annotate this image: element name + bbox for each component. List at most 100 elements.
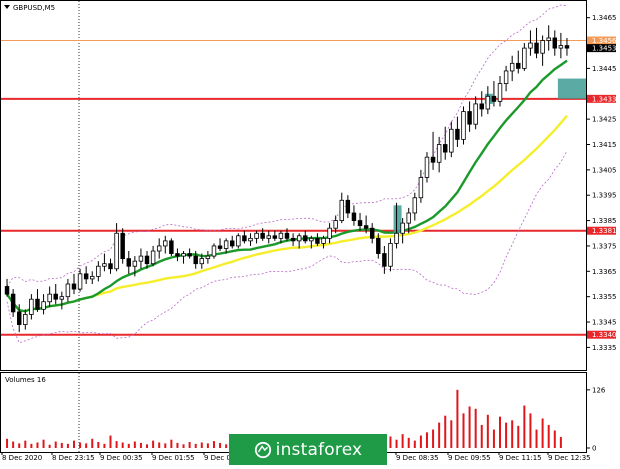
candle-body (412, 197, 418, 214)
candle-body (309, 237, 314, 242)
candle-body (491, 95, 497, 102)
price-panel-frame (0, 0, 587, 371)
price-tick-label: 1.3355 (592, 293, 617, 301)
price-tick-label: 1.3335 (592, 344, 617, 352)
price-tick-label: 1.3395 (592, 192, 617, 200)
candle-body (23, 314, 28, 325)
lower-band-line (6, 150, 568, 344)
candle-body (430, 156, 436, 163)
candle-body (120, 232, 125, 260)
price-level-label-bg (587, 36, 616, 45)
symbol-dropdown-icon[interactable] (4, 5, 10, 9)
candle-body (522, 47, 527, 69)
candle-body (108, 263, 113, 270)
candle-body (558, 45, 564, 49)
candle-body (461, 111, 466, 140)
price-level-label: 1.3456 (592, 37, 617, 45)
time-tick-label: 8 Dec 23:15 (52, 454, 95, 462)
candle-body (290, 237, 296, 242)
candle-body (248, 237, 253, 242)
candle-body (65, 283, 71, 298)
candle-body (16, 311, 22, 325)
candle-body (321, 237, 326, 244)
price-tick-label: 1.3425 (592, 116, 617, 124)
candle-body (351, 212, 357, 221)
candle-body (418, 177, 424, 199)
candle-body (546, 37, 551, 41)
candle-body (90, 275, 95, 280)
candle-body (467, 111, 472, 125)
candle-body (187, 253, 192, 257)
candle-body (534, 42, 539, 54)
time-tick-label: 9 Dec 00:35 (100, 454, 143, 462)
candle-body (29, 298, 34, 315)
price-level-label: 1.3340 (592, 331, 617, 339)
candle-body (503, 70, 509, 85)
price-tick-label: 1.3365 (592, 268, 617, 276)
candle-body (71, 283, 77, 290)
candle-body (150, 250, 156, 265)
candle-body (509, 62, 515, 72)
time-tick-label: 9 Dec 01:55 (152, 454, 195, 462)
candle-body (217, 245, 223, 249)
time-tick-label: 9 Dec 11:15 (499, 454, 542, 462)
candle-body (284, 232, 290, 239)
candle-body (497, 83, 503, 102)
candle-body (376, 237, 381, 254)
candle-body (260, 232, 265, 239)
candle-body (333, 220, 338, 229)
candle-body (83, 273, 89, 280)
candle-body (272, 235, 278, 239)
candle-body (388, 243, 393, 267)
candle-body (175, 253, 180, 257)
candle-body (114, 232, 119, 270)
volume-tick-label: 126 (592, 386, 606, 394)
candle-body (236, 235, 241, 247)
candle-body (564, 45, 570, 49)
volume-label: Volumes 16 (5, 376, 46, 384)
candle-body (169, 240, 174, 254)
price-level-label: 1.3381 (592, 227, 617, 235)
watermark-text: instaforex (275, 439, 363, 460)
candle-body (4, 286, 10, 295)
candle-body (205, 255, 211, 260)
candle-body (41, 301, 46, 310)
candle-body (266, 235, 271, 239)
price-level-label-bg (587, 330, 616, 339)
candle-body (10, 293, 16, 313)
candle-body (443, 144, 448, 153)
candlesticks (4, 25, 570, 333)
time-tick-label: 8 Dec 2020 (2, 454, 42, 462)
candle-body (363, 225, 369, 229)
candle-body (303, 235, 308, 242)
time-tick-label: 9 Dec 12:35 (548, 454, 591, 462)
candle-body (223, 240, 229, 249)
signal-box (557, 78, 586, 99)
candle-body (211, 245, 217, 257)
candle-body (35, 298, 40, 310)
candle-body (181, 253, 186, 257)
candle-body (126, 258, 131, 267)
price-axis: 1.3465 1.3445 1.3425 1.3415 1.3405 1.3395 1.33… (586, 14, 617, 453)
price-level-label-bg (587, 226, 616, 235)
price-level-label: 1.3433 (592, 95, 617, 103)
candle-body (552, 37, 558, 49)
price-tick-label: 1.3465 (592, 14, 617, 22)
price-tick-label: 1.3415 (592, 141, 617, 149)
candle-body (455, 128, 460, 140)
candle-body (406, 212, 411, 224)
symbol-label: GBPUSD,M5 (13, 4, 55, 12)
candle-body (59, 296, 65, 300)
candle-body (540, 40, 545, 54)
candle-body (47, 293, 52, 303)
candle-body (144, 255, 150, 265)
candle-body (138, 255, 144, 262)
candle-body (400, 222, 405, 234)
candle-body (102, 263, 107, 267)
time-tick-label: 9 Dec 08:35 (396, 454, 439, 462)
upper-band-line (6, 4, 568, 287)
candle-body (163, 240, 168, 247)
price-tick-label: 1.3385 (592, 217, 617, 225)
candle-body (449, 128, 454, 153)
